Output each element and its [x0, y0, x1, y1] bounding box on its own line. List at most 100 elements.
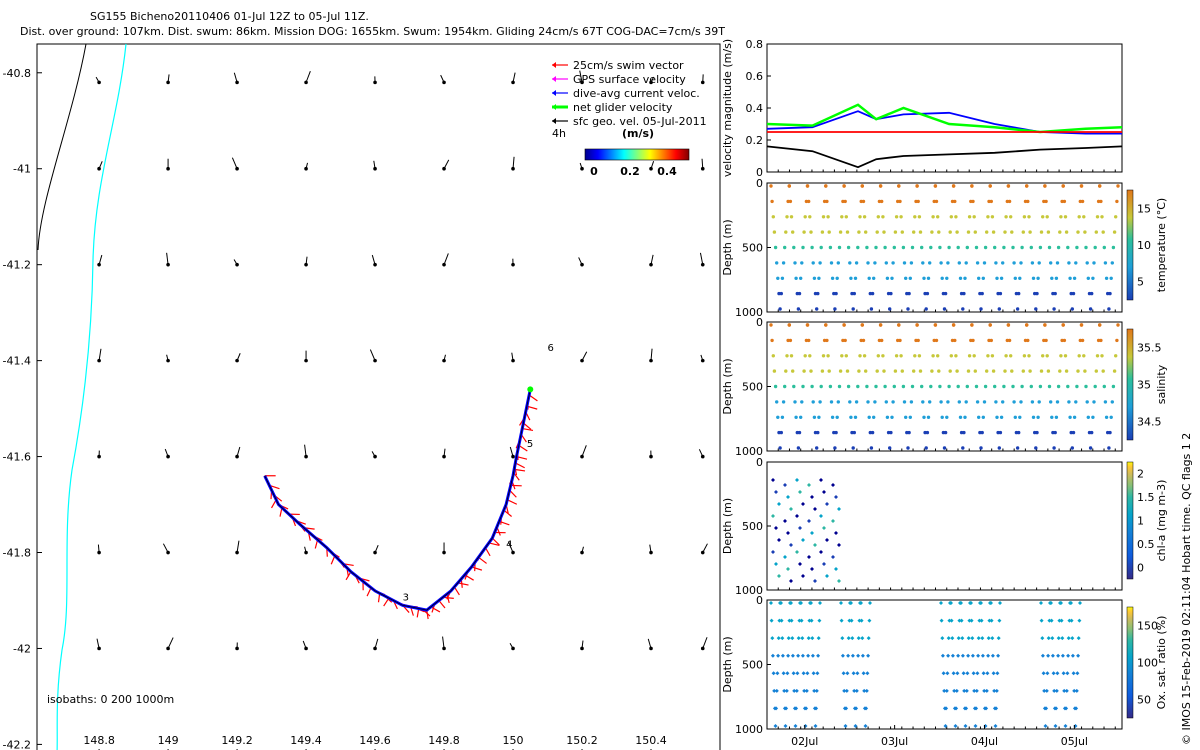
- profile-dot: [965, 245, 969, 250]
- chla-dot: [783, 483, 787, 487]
- profile-dot: [934, 199, 939, 204]
- oxygen-dot: [861, 671, 866, 676]
- oxygen-dot: [1039, 618, 1044, 623]
- profile-dot: [953, 338, 957, 343]
- oxygen-dot: [811, 671, 816, 676]
- profile-dot: [1009, 354, 1013, 358]
- profile-dot: [975, 400, 980, 404]
- profile-dot: [930, 369, 934, 373]
- profile-dot: [1088, 307, 1093, 311]
- profile-dot: [1045, 215, 1049, 219]
- profile-dot: [910, 245, 915, 250]
- profile-dot: [929, 384, 933, 389]
- geo-velocity-dot: [304, 550, 308, 555]
- chla-dot: [819, 478, 823, 482]
- geo-velocity-arrow: [512, 156, 515, 169]
- oxygen-dot: [1066, 636, 1071, 641]
- profile-dot: [869, 307, 874, 311]
- profile-dot: [901, 384, 906, 389]
- profile-dot: [1063, 215, 1068, 219]
- geo-velocity-dot: [649, 646, 653, 651]
- profile-dot: [953, 199, 957, 204]
- profile-dot: [789, 354, 794, 358]
- profile-dot: [958, 276, 963, 280]
- profile-dot: [812, 276, 817, 280]
- profile-dot: [907, 430, 911, 435]
- profile-dot: [1030, 400, 1035, 404]
- profile-dot: [971, 199, 975, 204]
- profile-dot: [870, 430, 875, 435]
- geo-velocity-dot: [166, 358, 170, 363]
- chla-dot: [810, 567, 814, 571]
- glider-track-centerline: [264, 389, 531, 611]
- profile-dot: [1044, 338, 1048, 343]
- geo-velocity-dot: [580, 358, 584, 363]
- profile-dot: [781, 400, 786, 404]
- profile-dot: [866, 400, 870, 404]
- geo-velocity-dot: [235, 646, 239, 651]
- profile-dot: [775, 400, 779, 404]
- swim-vector: [491, 537, 500, 546]
- profile-dot: [970, 323, 974, 327]
- panel-ytick-label: 1000: [735, 723, 763, 736]
- profile-dot: [1025, 323, 1029, 327]
- profile-dot: [997, 307, 1001, 311]
- profile-dot: [945, 415, 949, 419]
- oxygen-dot: [994, 688, 999, 693]
- profile-dot: [1020, 245, 1024, 250]
- map-ytick-label: -42: [13, 642, 31, 655]
- profile-dot: [854, 261, 859, 265]
- profile-dot: [897, 323, 901, 327]
- oxygen-dot: [812, 688, 817, 693]
- oxygen-dot: [817, 618, 822, 623]
- profile-dot: [1054, 276, 1059, 280]
- profile-dot: [1030, 261, 1035, 265]
- profile-dot: [1116, 323, 1120, 327]
- profile-dot: [853, 415, 858, 419]
- profile-dot: [834, 291, 838, 296]
- oxygen-dot: [789, 601, 793, 605]
- profile-dot: [979, 307, 983, 311]
- profile-dot: [881, 354, 885, 358]
- profile-dot: [982, 400, 987, 404]
- profile-dot: [964, 261, 968, 265]
- profile-dot: [995, 276, 999, 280]
- geo-velocity-dot: [511, 166, 515, 171]
- oxygen-dot: [839, 601, 843, 605]
- profile-dot: [1072, 415, 1077, 419]
- profile-dot: [904, 276, 908, 280]
- geo-velocity-arrow: [579, 70, 583, 83]
- colorbar-strip: [1126, 189, 1134, 301]
- geo-velocity-dot: [442, 262, 446, 267]
- oxygen-dot: [769, 601, 773, 605]
- colorbar-tick-label: 5: [1137, 276, 1144, 289]
- chla-dot: [777, 502, 781, 506]
- geo-velocity-arrow: [442, 636, 445, 649]
- profile-dot: [956, 245, 960, 250]
- oxygen-dot: [984, 706, 989, 711]
- oxygen-dot: [962, 688, 967, 693]
- geo-velocity-arrow: [98, 348, 102, 361]
- chla-dot: [834, 495, 838, 499]
- profile-dot: [975, 261, 980, 265]
- panel-ytick-label: 0.6: [746, 70, 764, 83]
- chla-dot: [813, 579, 817, 583]
- oxygen-dot: [986, 636, 991, 641]
- oxygen-dot: [961, 671, 966, 676]
- chla-dot: [801, 502, 805, 506]
- profile-dot: [1036, 415, 1040, 419]
- profile-dot: [962, 291, 966, 296]
- profile-dot: [946, 400, 950, 404]
- chla-dot: [834, 567, 838, 571]
- profile-dot: [983, 245, 988, 250]
- chla-dot: [789, 507, 793, 511]
- geo-velocity-arrow: [166, 252, 169, 265]
- profile-dot: [1001, 261, 1005, 265]
- profile-dot: [834, 430, 838, 435]
- profile-dot: [862, 215, 867, 219]
- profile-dot: [1099, 199, 1103, 204]
- profile-dot: [770, 199, 774, 204]
- oxygen-dot: [1064, 688, 1069, 693]
